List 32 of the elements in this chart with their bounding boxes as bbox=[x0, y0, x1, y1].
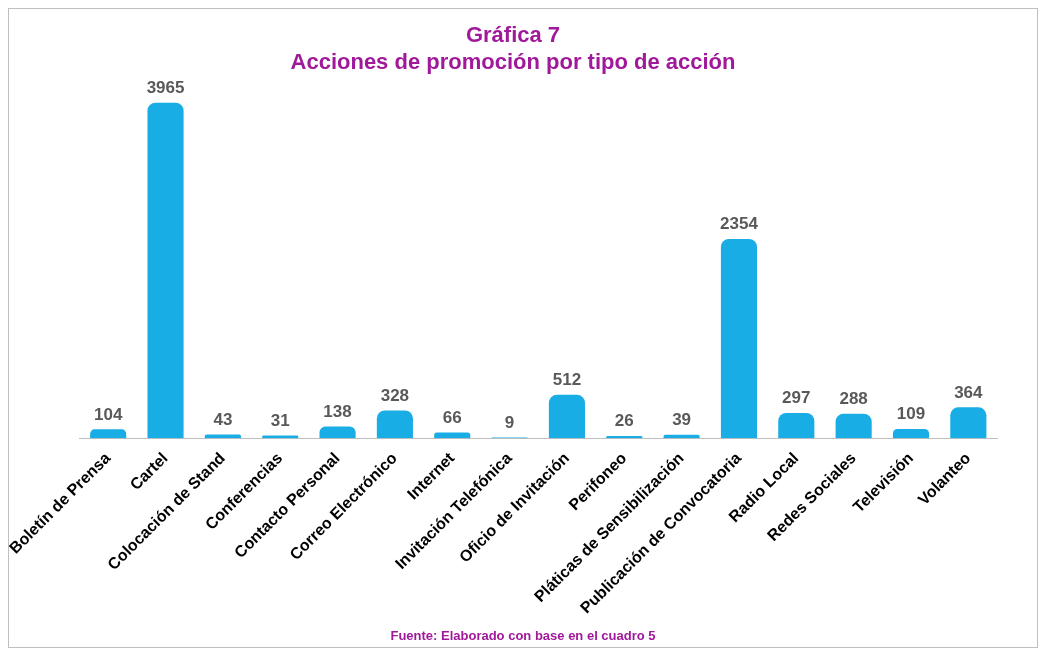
bar bbox=[892, 428, 930, 439]
bar bbox=[548, 394, 585, 439]
data-label: 66 bbox=[442, 407, 462, 427]
data-label: 26 bbox=[614, 411, 634, 431]
data-label: 512 bbox=[552, 370, 582, 390]
text: Acciones de promoción por tipo de acción bbox=[290, 48, 736, 74]
bar bbox=[663, 434, 700, 439]
bar bbox=[720, 239, 758, 439]
data-label: 297 bbox=[782, 388, 811, 408]
bar bbox=[950, 407, 987, 439]
data-label: 109 bbox=[896, 404, 926, 424]
data-label: 104 bbox=[94, 404, 123, 424]
data-label: 31 bbox=[270, 410, 290, 430]
bar bbox=[835, 413, 872, 439]
data-label: 3965 bbox=[146, 77, 185, 97]
bar bbox=[319, 426, 356, 439]
bar bbox=[147, 102, 184, 439]
data-label: 39 bbox=[672, 410, 692, 430]
bar bbox=[376, 410, 413, 439]
source-note: Fuente: Elaborado con base en el cuadro 5 bbox=[390, 628, 656, 644]
data-label: 9 bbox=[504, 412, 515, 432]
data-label: 43 bbox=[213, 409, 233, 429]
text: Gráfica 7 bbox=[465, 22, 561, 48]
data-label: 328 bbox=[380, 385, 410, 405]
data-label: 364 bbox=[954, 382, 984, 402]
data-label: 288 bbox=[839, 388, 868, 408]
bar bbox=[778, 413, 815, 439]
data-label: 2354 bbox=[720, 214, 759, 234]
bar bbox=[434, 432, 471, 439]
bar bbox=[90, 429, 127, 439]
bar bbox=[606, 435, 643, 439]
data-label: 138 bbox=[323, 401, 352, 421]
